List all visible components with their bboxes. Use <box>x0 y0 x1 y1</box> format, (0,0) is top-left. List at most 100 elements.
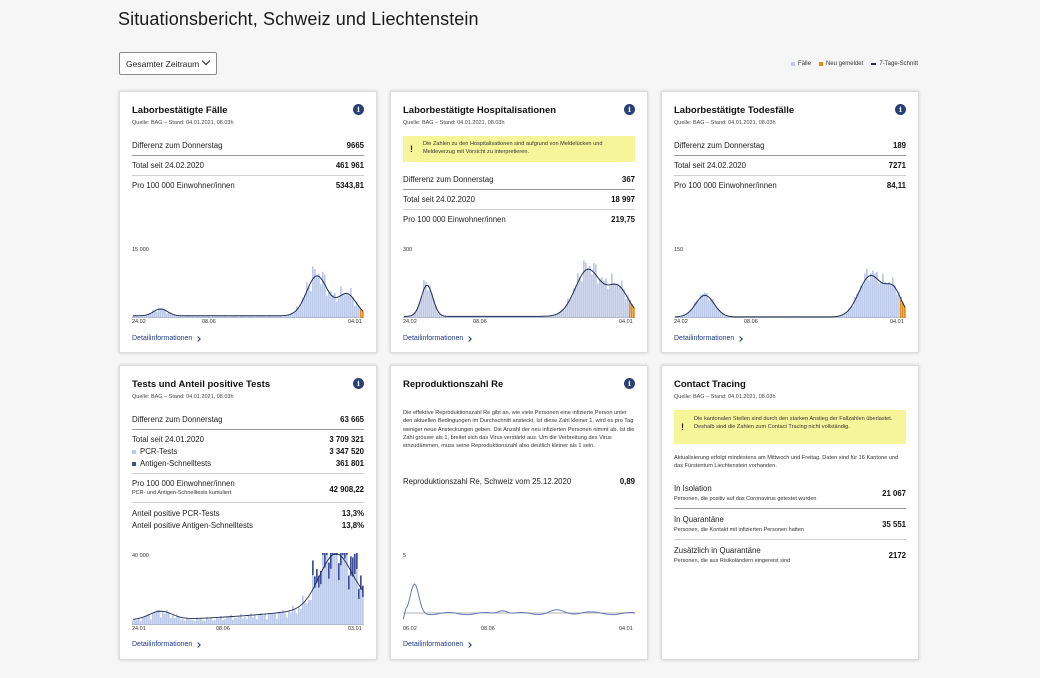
chart-bar <box>326 553 328 555</box>
detail-link[interactable]: Detailinformationen <box>403 641 473 648</box>
info-icon[interactable]: i <box>895 104 906 115</box>
chart-bar <box>160 617 162 625</box>
divider <box>674 155 906 156</box>
chart-bar <box>352 557 354 577</box>
chart-bar <box>318 273 320 318</box>
chart-bar <box>676 317 678 318</box>
chart-bar <box>619 286 621 318</box>
chart-bar <box>356 569 358 625</box>
chart-bar <box>206 617 208 625</box>
chart-bar <box>268 613 270 625</box>
chart-bar <box>330 291 332 318</box>
period-select-value: Gesamter Zeitraum <box>126 58 200 69</box>
detail-link[interactable]: Detailinformationen <box>132 641 202 648</box>
chart-bar <box>437 312 439 318</box>
chevron-right-icon <box>466 641 473 648</box>
chart-bar <box>202 620 204 625</box>
chart-bar <box>206 315 208 318</box>
x-tick: 08.06 <box>473 319 487 325</box>
detail-link[interactable]: Detailinformationen <box>132 335 202 342</box>
chart-bar <box>136 315 138 318</box>
chart-bar <box>607 288 609 318</box>
chart-bar <box>724 315 726 318</box>
chart-bar <box>218 316 220 318</box>
chart-bar <box>146 315 148 318</box>
chart-bar <box>162 308 164 318</box>
chart-bar <box>268 315 270 318</box>
chart-bar <box>342 293 344 318</box>
chart-bar <box>457 316 459 318</box>
legend-swatch-cases <box>790 62 795 66</box>
chart-bar <box>726 316 728 318</box>
chart-bar <box>362 310 364 318</box>
chart-bar <box>539 316 541 318</box>
chart-bar <box>802 317 804 318</box>
chart-bar <box>322 553 324 555</box>
chart-bar <box>304 602 306 625</box>
card-title: Tests und Anteil positive Tests <box>132 379 271 390</box>
chart-bar <box>822 317 824 318</box>
deaths-chart <box>674 269 906 318</box>
chart-bar <box>774 317 776 318</box>
chart-bar <box>242 618 244 625</box>
chart-bar <box>545 316 547 318</box>
info-icon[interactable]: i <box>353 378 364 389</box>
chart-bar <box>535 316 537 318</box>
stat-row: Differenz zum Donnerstag 189 <box>674 141 906 150</box>
detail-link[interactable]: Detailinformationen <box>674 335 744 342</box>
card-title: Reproduktionszahl Re <box>403 379 504 390</box>
chart-y-max: 5 <box>403 553 407 559</box>
chart-bar <box>479 316 481 318</box>
info-icon[interactable]: i <box>353 104 364 115</box>
chart-bar <box>629 299 631 318</box>
chart-bar <box>192 620 194 625</box>
chart-bar <box>702 293 704 318</box>
chart-bar <box>698 301 700 318</box>
chart-bar <box>680 316 682 318</box>
chart-bar <box>708 300 710 318</box>
chart-bar <box>284 315 286 318</box>
chart-bar <box>449 316 451 318</box>
chart-bar <box>200 316 202 318</box>
chart-bar <box>563 309 565 318</box>
chart-bar <box>176 614 178 625</box>
chart-bar <box>180 619 182 625</box>
x-tick: 04.01 <box>619 319 633 325</box>
chart-bar <box>870 273 872 318</box>
x-tick: 08.06 <box>744 319 758 325</box>
chart-bar <box>417 306 419 318</box>
chart-bar <box>356 301 358 318</box>
chart-bar <box>342 553 344 555</box>
chart-bar <box>282 610 284 625</box>
chart-bar <box>760 317 762 318</box>
chart-bar <box>838 316 840 318</box>
repro-description: Die effektive Reproduktionszahl Re gibt … <box>403 410 635 450</box>
detail-link[interactable]: Detailinformationen <box>403 335 473 342</box>
info-icon[interactable]: i <box>624 104 635 115</box>
period-select[interactable]: Gesamter Zeitraum <box>119 52 217 75</box>
chart-bar <box>344 558 346 625</box>
stat-row: Total seit 24.02.2020 18 997 <box>403 195 635 204</box>
chart-bar <box>686 313 688 318</box>
chart-bar <box>513 316 515 318</box>
chart-bar <box>405 316 407 318</box>
stat-row: In Quarantäne 35 551 <box>674 515 906 529</box>
chart-bar <box>429 285 431 318</box>
chart-bar <box>858 291 860 318</box>
divider <box>132 155 364 156</box>
chart-bar <box>216 316 218 318</box>
x-tick: 08.06 <box>202 319 216 325</box>
chart-bar <box>204 316 206 318</box>
chart-bar <box>288 610 290 625</box>
chart-bar <box>744 317 746 318</box>
chart-bar <box>236 316 238 318</box>
chart-bar <box>328 562 330 579</box>
x-tick: 08.06 <box>481 626 495 632</box>
chart-bar <box>507 316 509 318</box>
chart-bar <box>312 560 314 576</box>
pcr-bullet <box>132 449 136 454</box>
chart-bar <box>754 317 756 318</box>
info-icon[interactable]: i <box>624 378 635 389</box>
chart-bar <box>348 295 350 318</box>
chart-bar <box>214 620 216 625</box>
